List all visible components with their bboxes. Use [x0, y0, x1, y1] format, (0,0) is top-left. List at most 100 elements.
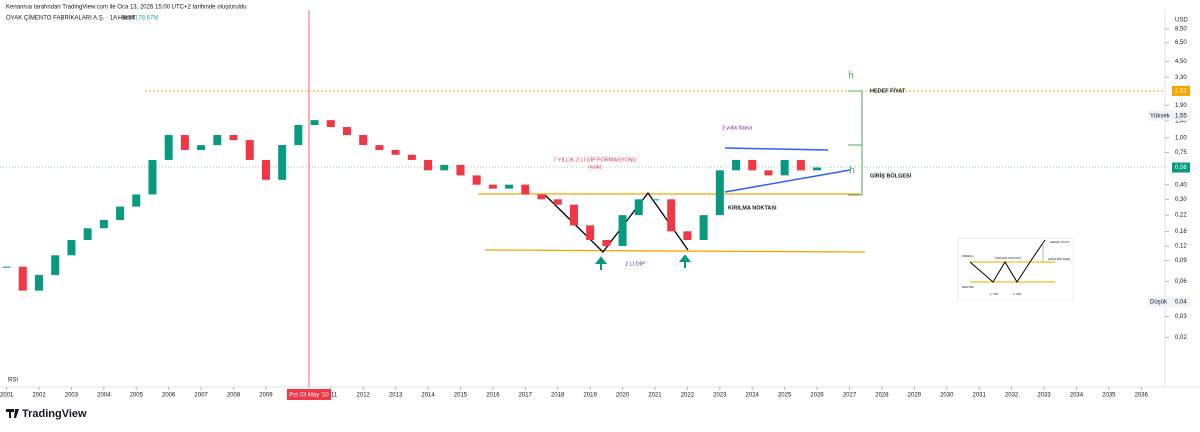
candle [164, 135, 173, 160]
inset-label: GİRİŞ BÖLGESİ [1048, 256, 1070, 261]
candle [683, 231, 692, 241]
candle [35, 274, 43, 291]
candle [667, 199, 676, 232]
candle [197, 145, 206, 151]
inset-label: 2. DİP [1013, 291, 1021, 296]
x-tick-label: 2006 [162, 393, 176, 399]
low-label: 0,04 [1175, 300, 1187, 306]
x-tick-label: 2008 [227, 393, 241, 399]
candle [278, 145, 287, 180]
candle [359, 135, 368, 146]
inset-frame [957, 237, 1074, 301]
candle [764, 170, 773, 176]
x-tick-label: 2011 [324, 393, 338, 399]
cursor-date-box [287, 389, 331, 400]
brand: TradingView [22, 408, 87, 420]
inset-pattern [969, 239, 1046, 283]
candle [440, 164, 449, 171]
y-tick-label: 4,50 [1175, 59, 1187, 65]
x-tick-label: 2030 [940, 393, 954, 399]
symbol: OYAK ÇİMENTO FABRİKALARI A.Ş. · 1A · BIS… [6, 15, 136, 22]
candle [780, 159, 789, 176]
y-tick-label: 0,22 [1175, 213, 1187, 219]
x-tick-label: 2013 [389, 393, 403, 399]
low-box [1148, 296, 1191, 307]
y-tick-label: 1,90 [1175, 103, 1187, 109]
credit: Kenanrua tarafından TradingView.com ile … [6, 5, 247, 11]
candle [99, 219, 108, 229]
candle [586, 225, 595, 241]
x-tick-label: 2015 [454, 393, 468, 399]
last_price-box [1172, 162, 1190, 173]
y-tick-label: 0,40 [1175, 182, 1187, 188]
candle [342, 127, 351, 136]
candle [67, 240, 76, 256]
candle [699, 215, 708, 241]
candle [375, 145, 384, 151]
high-label: 1,55 [1175, 113, 1187, 119]
x-tick-label: 2032 [1005, 393, 1019, 399]
indicator: RSI [8, 378, 18, 384]
volume: 178,67M [135, 16, 158, 22]
volume-label: Hacim [118, 16, 135, 22]
y-tick-label: 6,50 [1175, 40, 1187, 46]
x-tick-label: 2002 [32, 393, 46, 399]
bottom-line [484, 249, 866, 253]
y-tick-label: 0,16 [1175, 229, 1187, 235]
y-tick-label: 8,50 [1175, 27, 1187, 33]
x-tick-label: 2021 [648, 393, 662, 399]
annotation: 2 Lİ DİP [625, 260, 645, 267]
annotation: oyakc [588, 164, 603, 170]
annotation: 7 YILLIK 2 Lİ DİP FORMASYONU [553, 156, 636, 163]
candle [310, 120, 319, 126]
annotation: GİRİŞ BÖLGESİ [870, 172, 912, 179]
arrow [594, 256, 608, 270]
x-tick-label: 2024 [746, 393, 760, 399]
target_price-label: 2,52 [1175, 88, 1187, 94]
candle [326, 120, 335, 128]
high-box [1148, 110, 1191, 121]
candle [83, 228, 92, 241]
target_price-box [1172, 85, 1190, 96]
candle [148, 159, 157, 195]
candle [796, 159, 805, 171]
inset-label: KIRILMA NOKTASI [995, 256, 1021, 260]
x-tick-label: 2033 [1037, 393, 1051, 399]
x-tick-label: 2022 [681, 393, 695, 399]
candle [51, 255, 60, 275]
candle [553, 199, 562, 205]
annotation: KIRILMA NOKTASI [728, 205, 777, 211]
x-tick-label: 2036 [1135, 393, 1149, 399]
x-tick-label: 2026 [810, 393, 824, 399]
x-tick-label: 2019 [583, 393, 597, 399]
y-tick-label: 0,09 [1175, 258, 1187, 264]
candle [407, 154, 416, 160]
candle [213, 135, 222, 146]
currency: USD [1175, 18, 1188, 24]
x-tick-label: 2023 [713, 393, 727, 399]
candle [391, 150, 400, 155]
y-tick-label: 0,02 [1175, 335, 1187, 341]
candle [634, 199, 643, 216]
x-tick-label: 2001 [0, 393, 14, 399]
x-tick-label: 2025 [778, 393, 792, 399]
candle [424, 159, 433, 171]
x-tick-label: 2005 [130, 393, 144, 399]
x-tick-label: 2017 [519, 393, 533, 399]
inset-label: HEDEF FİYAT [1050, 239, 1069, 244]
candle [245, 140, 254, 160]
x-tick-label: 2003 [65, 393, 79, 399]
y-tick-label: 0,06 [1175, 279, 1187, 285]
inset-label: 1. DİP [990, 291, 998, 296]
candle [472, 175, 481, 185]
candle [132, 194, 141, 207]
candle [569, 204, 578, 226]
x-tick-label: 2009 [259, 393, 273, 399]
x-tick-label: 2018 [551, 393, 565, 399]
x-tick-label: 2029 [908, 393, 922, 399]
candle [18, 266, 27, 291]
candle [650, 199, 659, 201]
candle [229, 135, 238, 141]
